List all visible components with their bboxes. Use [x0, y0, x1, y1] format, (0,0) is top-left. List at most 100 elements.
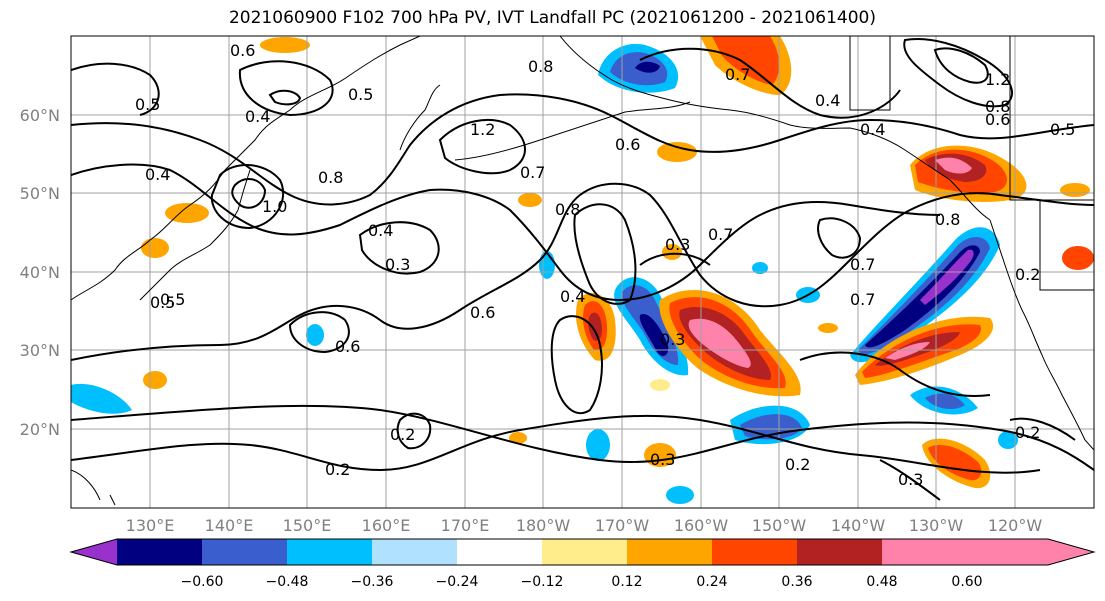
colorbar-segment: [712, 539, 797, 565]
contour-label: 0.8: [935, 210, 960, 229]
contour-label: 0.6: [470, 303, 495, 322]
contour-c10: [268, 89, 302, 106]
borders: [849, 36, 1094, 291]
contour-label: 0.8: [555, 200, 580, 219]
lat-label: 40°N: [20, 263, 60, 282]
colorbar-segment: [542, 539, 627, 565]
contour-c6: [438, 119, 526, 175]
aleutian-chain: [454, 101, 691, 161]
contour-c23: [639, 47, 901, 119]
contour-label: 0.7: [850, 255, 875, 274]
blob-4: [657, 142, 697, 162]
contour-label: 0.6: [615, 135, 640, 154]
contour-c1: [71, 404, 1094, 471]
colorbar-tick-label: 0.60: [951, 574, 982, 590]
contour-label: 0.4: [815, 91, 840, 110]
lat-label: 60°N: [20, 106, 60, 125]
colorbar-tick-label: 0.36: [781, 574, 812, 590]
contour-label: 1.2: [470, 120, 495, 139]
contour-labels: 0.6 0.5 0.4 0.5 0.4 0.8 1.0 1.2 0.8 0.7 …: [135, 41, 1075, 489]
lon-label: 120°W: [988, 516, 1043, 535]
colorbar: −0.60 −0.48 −0.36 −0.24 −0.12 0.12 0.24 …: [69, 538, 1096, 590]
colorbar-tick-label: −0.12: [521, 574, 564, 590]
lon-label: 150°W: [752, 516, 807, 535]
contour-label: 0.6: [985, 110, 1010, 129]
contour-label: 0.3: [385, 255, 410, 274]
contour-label: 0.3: [660, 330, 685, 349]
blob-6: [662, 244, 682, 260]
contour-c19: [799, 351, 991, 397]
contour-label: 1.2: [985, 70, 1010, 89]
contour-c8: [288, 311, 350, 354]
map-title: 2021060900 F102 700 hPa PV, IVT Landfall…: [228, 8, 876, 28]
contour-label: 0.8: [985, 97, 1010, 116]
contour-label: 0.2: [1015, 265, 1040, 284]
contour-c5: [71, 163, 941, 302]
contour-label: 0.5: [348, 85, 373, 104]
lon-label: 140°E: [205, 516, 254, 535]
central-positive-2d: [688, 318, 751, 368]
central-negative-3: [639, 314, 669, 356]
blob-14: [586, 429, 610, 461]
sw-negative: [71, 383, 132, 414]
contour-c17: [550, 315, 603, 415]
colorbar-left-arrow: [71, 539, 117, 565]
contour-c18: [396, 412, 432, 450]
lon-label: 140°W: [831, 516, 886, 535]
colorbar-tick-label: −0.36: [351, 574, 394, 590]
colorbar-outline: [69, 538, 1096, 566]
contour-label: 0.3: [898, 470, 923, 489]
contour-c15: [573, 203, 637, 305]
blob-5: [518, 193, 542, 207]
contour-label: 0.8: [318, 168, 343, 187]
contour-c22: [71, 62, 160, 116]
contour-c3: [71, 182, 1094, 361]
colorbar-tick-label: 0.24: [696, 574, 727, 590]
colorbar-segment: [287, 539, 372, 565]
blob-3: [260, 37, 310, 53]
lon-label: 130°W: [909, 516, 964, 535]
lon-label: 150°E: [283, 516, 332, 535]
colorbar-tick-label: −0.60: [181, 574, 224, 590]
japan-coast: [139, 169, 251, 301]
contour-c20: [1009, 417, 1076, 441]
contour-c14: [933, 47, 989, 84]
blob-16: [998, 431, 1018, 449]
ne-positive-d: [885, 342, 930, 360]
negative-band-ne-core: [920, 249, 974, 305]
contour-c7: [358, 221, 440, 275]
colorbar-segment: [627, 539, 712, 565]
blob-15: [666, 486, 694, 504]
lon-label: 160°E: [362, 516, 411, 535]
blob-12: [306, 324, 324, 346]
colorbar-segment: [372, 539, 457, 565]
contour-label: 0.7: [520, 163, 545, 182]
contour-label: 0.6: [335, 337, 360, 356]
contour-c12: [210, 163, 285, 230]
contour-label: 0.8: [528, 57, 553, 76]
blob-1: [165, 203, 209, 223]
contour-label: 0.7: [850, 290, 875, 309]
top-positive-b: [712, 36, 780, 85]
kamchatka-coast: [399, 84, 441, 151]
latitude-labels: 60°N 50°N 40°N 30°N 20°N: [20, 106, 60, 439]
blob-18: [509, 432, 527, 444]
blob-20: [818, 323, 838, 333]
gulf-positive-d: [935, 157, 972, 174]
contour-label: 0.3: [650, 450, 675, 469]
contour-label: 0.6: [230, 41, 255, 60]
contour-label: 0.5: [135, 95, 160, 114]
contour-label: 0.5: [150, 293, 175, 312]
lat-label: 20°N: [20, 420, 60, 439]
colorbar-segment: [202, 539, 287, 565]
lat-label: 30°N: [20, 341, 60, 360]
contour-c4: [71, 93, 1094, 206]
alaska-coast: [559, 36, 991, 221]
lat-label: 50°N: [20, 184, 60, 203]
map-frame: [70, 35, 1095, 509]
contour-label: 0.2: [1015, 423, 1040, 442]
contour-c13: [903, 38, 1014, 108]
colorbar-right-arrow: [882, 539, 1094, 565]
contour-label: 0.4: [860, 120, 885, 139]
